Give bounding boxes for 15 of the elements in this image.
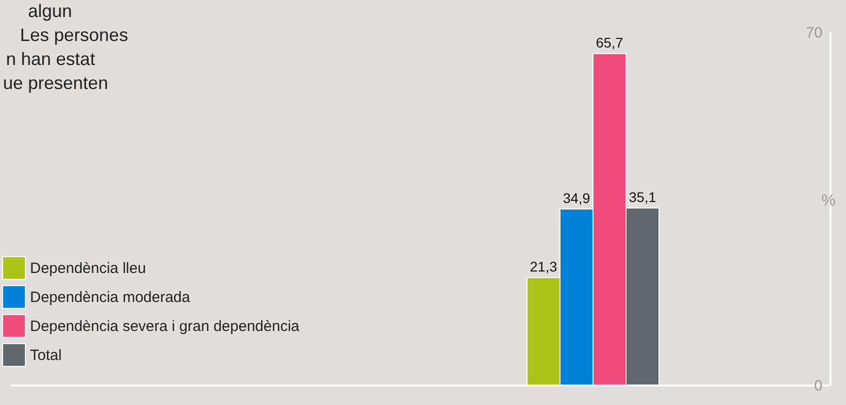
data-label: 35,1 — [628, 188, 656, 205]
legend-label: Dependència moderada — [30, 289, 191, 306]
text: algun — [28, 1, 72, 21]
legend-label: Dependència severa i gran dependència — [30, 318, 300, 335]
data-label: 21,3 — [530, 258, 558, 275]
y-tick-label: 0 — [814, 378, 822, 394]
legend-label: Dependència lleu — [30, 260, 146, 277]
legend-label: Total — [30, 347, 62, 364]
data-label: 34,9 — [562, 190, 590, 206]
annotation: n han estat — [6, 49, 96, 69]
annotation: Les persones — [20, 25, 128, 45]
y-axis-title: % — [821, 192, 836, 210]
y-tick-label: 70 — [806, 24, 822, 42]
data-label: 65,7 — [596, 34, 624, 51]
annotation: ue presenten — [3, 73, 108, 93]
